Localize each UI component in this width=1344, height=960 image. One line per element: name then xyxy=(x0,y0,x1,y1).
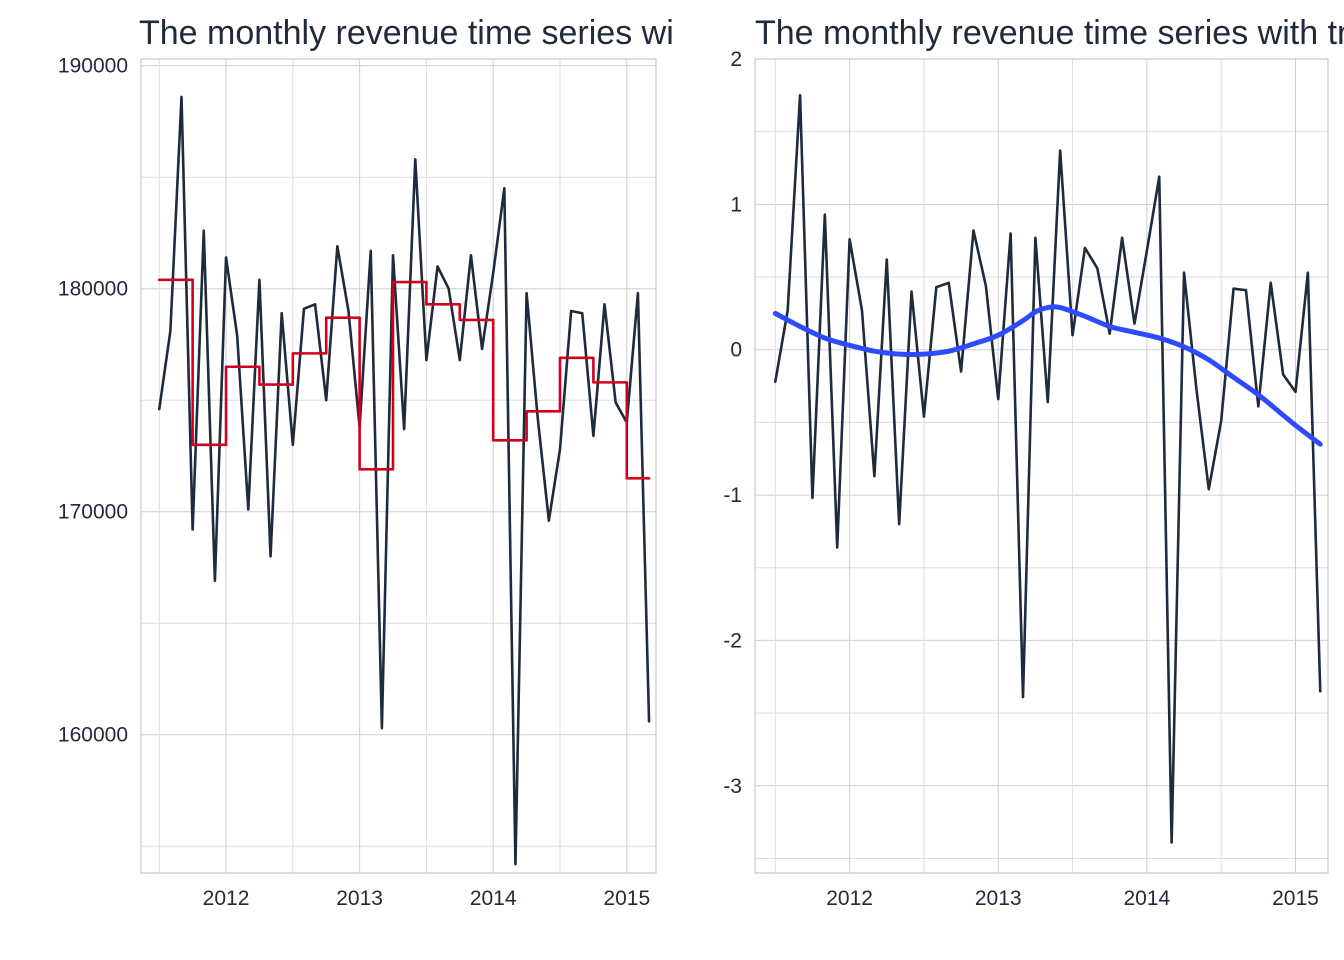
x-tick-label: 2014 xyxy=(470,887,517,910)
right-plot-frame xyxy=(754,58,1329,874)
left-moving-average-line xyxy=(157,278,651,480)
x-tick-label: 2014 xyxy=(1124,887,1171,910)
x-tick-label: 2015 xyxy=(603,887,650,910)
right-chart-panel: -3 -2 -1 0 1 2 2012 2013 2014 2015 The monthly rev… xyxy=(723,14,1344,910)
right-trend-line xyxy=(772,304,1323,447)
y-tick-label: -2 xyxy=(723,629,742,652)
right-revenue-line xyxy=(773,94,1322,844)
x-tick-label: 2013 xyxy=(336,887,383,910)
x-tick-label: 2012 xyxy=(826,887,873,910)
left-plot-frame xyxy=(140,58,657,874)
x-tick-label: 2013 xyxy=(975,887,1022,910)
x-tick-label: 2012 xyxy=(203,887,250,910)
y-tick-label: -3 xyxy=(723,775,742,798)
left-chart-title: The monthly revenue time series with mov… xyxy=(139,14,954,52)
y-tick-label: 2 xyxy=(730,48,742,71)
y-tick-label: 190000 xyxy=(58,55,128,78)
x-tick-label: 2015 xyxy=(1272,887,1319,910)
y-tick-label: 170000 xyxy=(58,501,128,524)
right-grid xyxy=(755,58,1328,873)
y-tick-label: -1 xyxy=(723,484,742,507)
y-tick-label: 1 xyxy=(730,193,742,216)
y-tick-label: 160000 xyxy=(58,724,128,747)
left-chart-panel: 160000 170000 180000 190000 2012 2013 2014 2015… xyxy=(58,14,954,910)
right-chart-title: The monthly revenue time series with tre… xyxy=(755,14,1344,52)
left-revenue-line xyxy=(157,95,651,866)
y-tick-label: 0 xyxy=(730,339,742,362)
y-tick-label: 180000 xyxy=(58,278,128,301)
